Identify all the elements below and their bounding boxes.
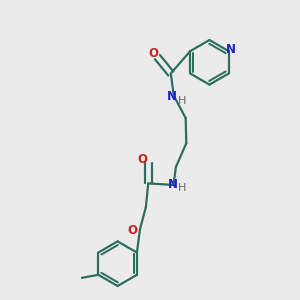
Text: N: N — [226, 43, 236, 56]
Text: O: O — [137, 153, 147, 166]
Text: N: N — [168, 178, 178, 191]
Text: H: H — [178, 95, 186, 106]
Text: H: H — [178, 183, 187, 193]
Text: O: O — [148, 47, 159, 60]
Text: O: O — [128, 224, 137, 238]
Text: N: N — [167, 90, 177, 103]
